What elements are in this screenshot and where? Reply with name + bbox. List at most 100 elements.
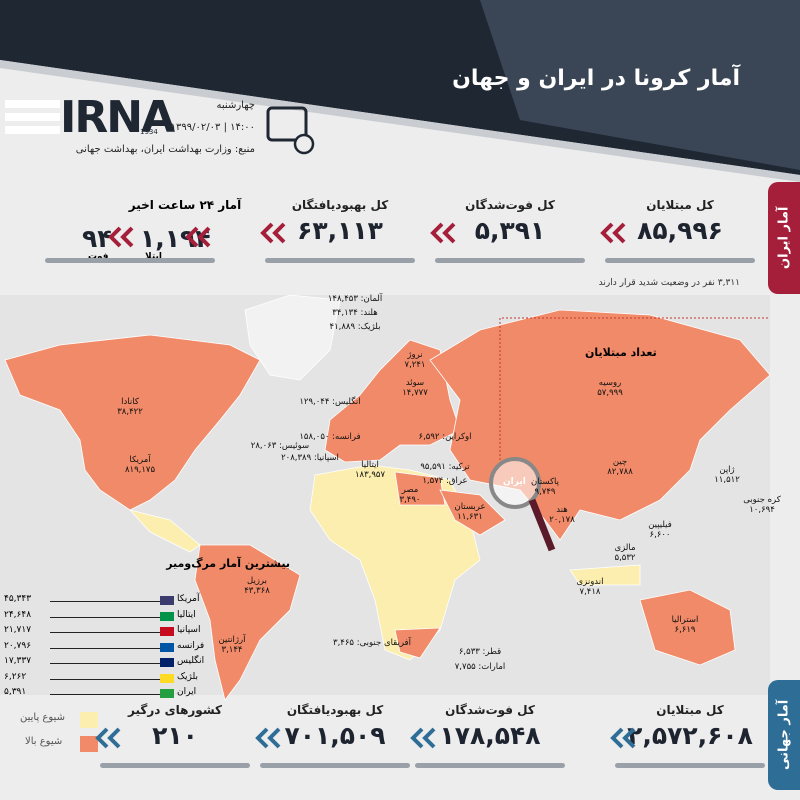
- stat-label: کل بهبودیافتگان: [291, 198, 389, 212]
- underline: [415, 763, 565, 768]
- death-line: [50, 647, 160, 649]
- death-value: ۲۴,۶۴۸: [4, 609, 32, 620]
- last24-deaths-label: فوت: [88, 252, 109, 262]
- map-label-value: ۴۳,۳۶۸: [244, 586, 270, 596]
- south-america: [194, 544, 301, 701]
- critical-note: ۳,۳۱۱ نفر در وضعیت شدید قرار دارند: [599, 278, 740, 288]
- map-label: امارات: ۷,۷۵۵: [455, 662, 506, 672]
- map-label-value: ۸۲,۷۸۸: [607, 467, 633, 477]
- map-label-name: روسیه: [598, 378, 622, 388]
- map-label-value: ۱۴,۷۷۷: [402, 388, 428, 398]
- death-name: آمریکا: [177, 594, 200, 604]
- underline: [45, 258, 215, 263]
- flag: [160, 658, 174, 667]
- magnifier: [489, 457, 541, 509]
- stat-value: ۶۳,۱۱۳: [297, 216, 383, 245]
- clock-icon: [293, 133, 315, 155]
- map-label: هلند: ۳۴,۱۳۴: [332, 308, 377, 318]
- map-label: روسیه ۵۷,۹۹۹: [597, 378, 623, 398]
- legend-high: شیوع بالا: [25, 736, 63, 747]
- map-label-name: اوکراین:: [442, 432, 472, 442]
- north-america: [4, 334, 261, 511]
- map-label: فرانسه: ۱۵۸,۰۵۰: [299, 432, 360, 442]
- map-label: اسپانیا: ۲۰۸,۳۸۹: [281, 453, 339, 463]
- greenland: [244, 294, 341, 381]
- map-label: اندونزی ۷,۴۱۸: [576, 577, 603, 597]
- map-label-value: ۲۰,۱۷۸: [549, 515, 575, 525]
- map-label-name: آمریکا: [129, 455, 151, 465]
- death-value: ۱۷,۳۳۷: [4, 656, 32, 666]
- map-label-name: فیلیپین: [648, 520, 672, 530]
- map-label-name: پاکستان: [531, 477, 559, 487]
- legend-high-swatch: [80, 736, 98, 752]
- chevrons: [610, 727, 636, 749]
- map-label-name: آفریقای جنوبی:: [356, 638, 411, 648]
- map-label-name: قطر:: [482, 647, 502, 657]
- stat: کشورهای درگیر ۲۱۰: [90, 703, 260, 750]
- last24-label: آمار ۲۴ ساعت اخیر: [128, 198, 242, 212]
- map-label: چین ۸۲,۷۸۸: [607, 457, 633, 477]
- stat-label: کشورهای درگیر: [127, 703, 223, 717]
- africa: [309, 464, 481, 661]
- death-line: [50, 616, 160, 618]
- header-edge: [0, 60, 800, 182]
- header-photo: [480, 0, 800, 170]
- map-label-value: ۸۱۹,۱۷۵: [124, 465, 156, 475]
- death-value: ۴۵,۳۴۳: [4, 594, 32, 604]
- map-label-value: ۳۴,۱۳۴: [332, 308, 358, 318]
- death-name: ایتالیا: [177, 609, 196, 620]
- map-label-name: امارات:: [478, 662, 506, 672]
- death-name: اسپانیا: [177, 625, 201, 635]
- underline: [100, 763, 250, 768]
- map-label: اوکراین: ۶,۵۹۲: [419, 432, 472, 442]
- map-label-name: اندونزی: [576, 577, 604, 587]
- death-name: ایران: [177, 687, 197, 697]
- map-label: ژاپن ۱۱,۵۱۲: [714, 465, 740, 485]
- stat-label: کل فوت‌شدگان: [445, 703, 535, 717]
- map-label-name: بلژیک:: [357, 322, 381, 332]
- map-label-name: ترکیه:: [448, 462, 470, 472]
- map-label-name: ژاپن: [719, 465, 735, 475]
- map-highlight: ایران: [503, 477, 526, 487]
- death-value: ۲۰,۷۹۶: [4, 640, 32, 651]
- stat-value: ۲۱۰: [152, 721, 198, 750]
- logo: IRNA: [60, 92, 175, 143]
- map-label-value: ۱۸۳,۹۵۷: [354, 470, 386, 480]
- map-label-value: ۵,۵۳۲: [614, 553, 636, 563]
- stat: کل بهبودیافتگان ۶۳,۱۱۳: [255, 198, 425, 245]
- underline: [615, 763, 765, 768]
- stat-value: ۷۰۱,۵۰۹: [284, 721, 386, 750]
- flag: [160, 642, 174, 652]
- map-label-value: ۹,۷۴۹: [534, 487, 556, 497]
- map-label-value: ۲۰۸,۳۸۹: [281, 453, 312, 463]
- death-line: [50, 694, 160, 695]
- map-label: آفریقای جنوبی: ۳,۴۶۵: [333, 638, 411, 648]
- map-label-value: ۴۱,۸۸۹: [329, 322, 356, 332]
- death-value: ۵,۳۹۱: [4, 687, 27, 697]
- stat-value: ۵,۳۹۱: [474, 216, 546, 245]
- stat: کل بهبودیافتگان ۷۰۱,۵۰۹: [250, 703, 420, 750]
- map-label: مصر ۳,۴۹۰: [400, 485, 421, 505]
- death-line: [50, 632, 160, 633]
- chevrons: [260, 222, 286, 244]
- map-label-value: ۷,۴۱۸: [579, 587, 601, 597]
- death-line: [50, 601, 160, 602]
- map-label: ترکیه: ۹۵,۵۹۱: [420, 462, 469, 472]
- map-label-value: ۶,۵۳۳: [458, 647, 480, 657]
- datetime: ۱۴:۰۰ | ۱۳۹۹/۰۲/۰۳: [170, 122, 255, 133]
- map-label-name: مصر: [401, 485, 419, 495]
- map-label: پاکستان ۹,۷۴۹: [531, 477, 559, 497]
- map-label-name: اسپانیا:: [313, 453, 339, 463]
- legend-low: شیوع پایین: [20, 712, 65, 723]
- logo-mark: [5, 100, 60, 134]
- flag: [160, 627, 174, 636]
- map-label: فیلیپین ۶,۶۰۰: [648, 520, 672, 540]
- map-label-name: سوئیس:: [279, 441, 310, 451]
- flag: [160, 673, 174, 683]
- central-america: [128, 509, 201, 553]
- map-label-name: آرژانتین: [218, 635, 246, 645]
- underline: [605, 258, 755, 263]
- map-label: قطر: ۶,۵۳۳: [459, 647, 501, 657]
- stat: کل مبتلایان ۲,۵۷۲,۶۰۸: [605, 703, 775, 750]
